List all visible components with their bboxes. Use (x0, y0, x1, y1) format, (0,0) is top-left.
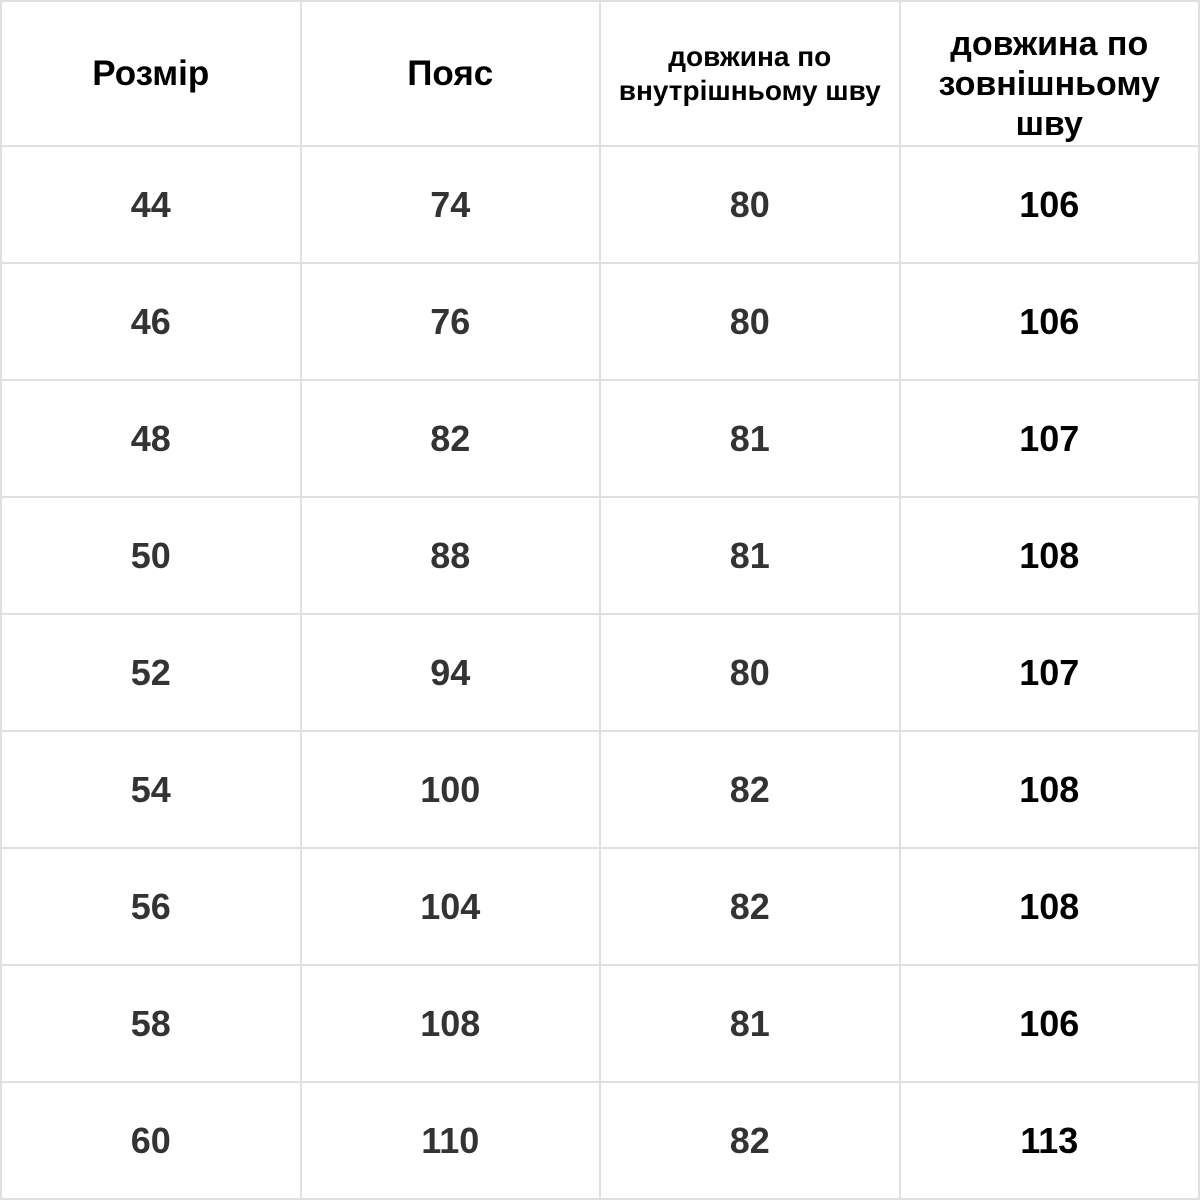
cell-inseam: 81 (599, 379, 901, 498)
cell-inseam: 80 (599, 262, 901, 381)
cell-inseam: 82 (599, 847, 901, 966)
cell-waist: 104 (299, 847, 601, 966)
cell-size: 48 (0, 379, 302, 498)
table-row: 58 108 81 106 (0, 964, 1200, 1083)
cell-size: 46 (0, 262, 302, 381)
cell-waist: 108 (299, 964, 601, 1083)
cell-outseam: 108 (898, 847, 1200, 966)
cell-outseam: 106 (898, 964, 1200, 1083)
cell-waist: 76 (299, 262, 601, 381)
header-waist: Пояс (299, 0, 601, 147)
cell-outseam: 106 (898, 262, 1200, 381)
header-row: Розмір Пояс довжина по внутрішньому шву … (0, 0, 1200, 147)
cell-size: 54 (0, 730, 302, 849)
cell-waist: 94 (299, 613, 601, 732)
table-row: 50 88 81 108 (0, 496, 1200, 615)
cell-inseam: 81 (599, 496, 901, 615)
header-outseam: довжина по зовнішньому шву (898, 0, 1200, 147)
cell-waist: 82 (299, 379, 601, 498)
cell-waist: 110 (299, 1081, 601, 1200)
header-inseam: довжина по внутрішньому шву (599, 0, 901, 147)
cell-inseam: 82 (599, 1081, 901, 1200)
cell-waist: 88 (299, 496, 601, 615)
cell-waist: 74 (299, 145, 601, 264)
cell-outseam: 106 (898, 145, 1200, 264)
cell-outseam: 113 (898, 1081, 1200, 1200)
cell-size: 50 (0, 496, 302, 615)
cell-waist: 100 (299, 730, 601, 849)
cell-inseam: 80 (599, 613, 901, 732)
table-row: 56 104 82 108 (0, 847, 1200, 966)
cell-inseam: 81 (599, 964, 901, 1083)
cell-size: 58 (0, 964, 302, 1083)
cell-outseam: 107 (898, 613, 1200, 732)
table-row: 44 74 80 106 (0, 145, 1200, 264)
cell-inseam: 82 (599, 730, 901, 849)
cell-outseam: 108 (898, 496, 1200, 615)
header-size: Розмір (0, 0, 302, 147)
cell-size: 60 (0, 1081, 302, 1200)
table-row: 52 94 80 107 (0, 613, 1200, 732)
table-row: 54 100 82 108 (0, 730, 1200, 849)
table-row: 46 76 80 106 (0, 262, 1200, 381)
table-row: 60 110 82 113 (0, 1081, 1200, 1200)
cell-size: 44 (0, 145, 302, 264)
cell-size: 56 (0, 847, 302, 966)
table-row: 48 82 81 107 (0, 379, 1200, 498)
cell-outseam: 107 (898, 379, 1200, 498)
cell-outseam: 108 (898, 730, 1200, 849)
cell-size: 52 (0, 613, 302, 732)
cell-inseam: 80 (599, 145, 901, 264)
